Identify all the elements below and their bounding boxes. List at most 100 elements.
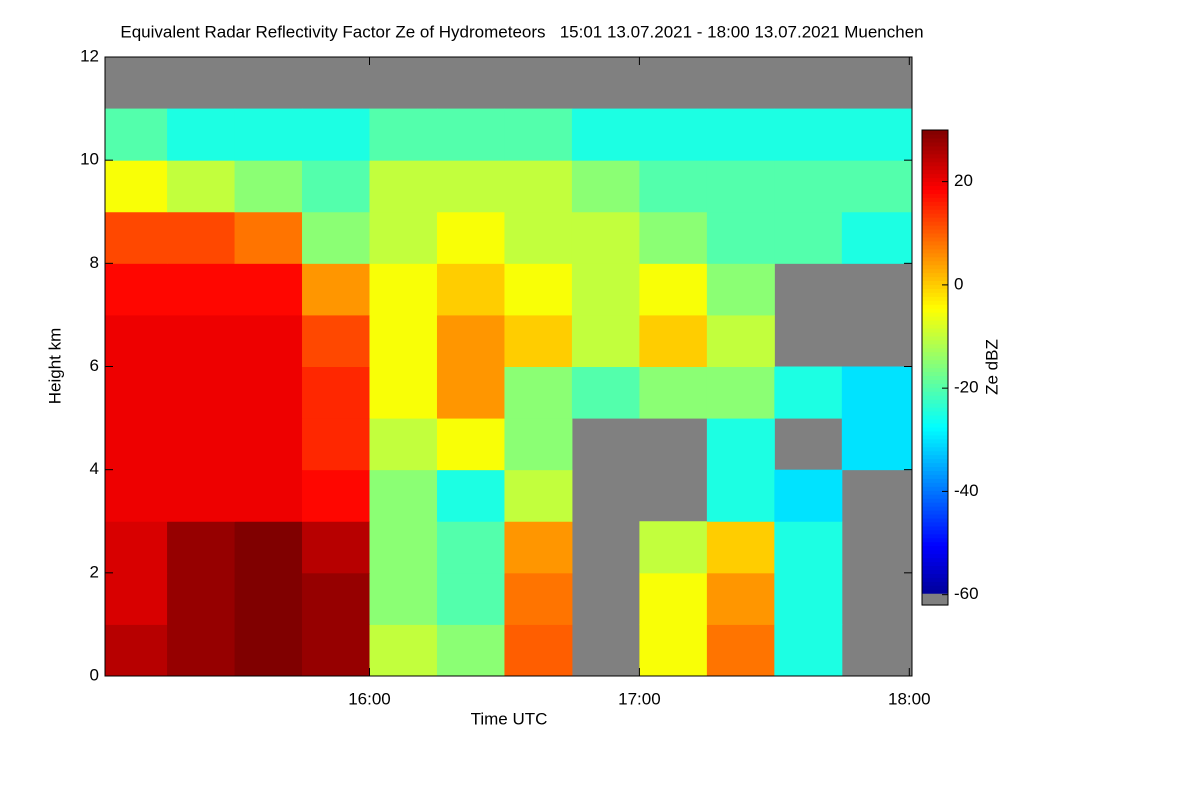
colorbar-swatch — [922, 244, 948, 250]
colorbar-swatch — [922, 130, 948, 135]
heatmap-cell — [706, 521, 775, 574]
heatmap-cell — [302, 108, 371, 161]
heatmap-cell — [167, 211, 236, 264]
heatmap-cell — [302, 160, 371, 213]
heatmap-cell — [369, 314, 438, 367]
colorbar-swatch — [922, 561, 948, 567]
colorbar-swatch — [922, 347, 948, 353]
colorbar-tick-label: 0 — [954, 274, 963, 293]
colorbar-swatch — [922, 411, 948, 416]
heatmap-cell — [706, 263, 775, 316]
heatmap-cell — [571, 366, 640, 419]
heatmap-cell — [105, 521, 168, 574]
colorbar-swatch — [922, 573, 948, 578]
colorbar-swatch — [922, 442, 948, 448]
colorbar-swatch — [922, 403, 948, 408]
colorbar-swatch — [922, 597, 948, 602]
colorbar-swatch — [922, 205, 948, 210]
colorbar-swatch — [922, 264, 948, 270]
y-tick-label: 10 — [80, 150, 99, 169]
heatmap-cell — [504, 469, 573, 522]
heatmap-cell — [167, 263, 236, 316]
colorbar-swatch — [922, 383, 948, 388]
colorbar-swatch — [922, 371, 948, 377]
colorbar-swatch — [922, 300, 948, 305]
colorbar-swatch — [922, 209, 948, 214]
colorbar-swatch — [922, 308, 948, 313]
y-tick-label: 4 — [90, 459, 99, 478]
heatmap-cell — [302, 418, 371, 471]
colorbar-swatch — [922, 581, 948, 586]
colorbar-swatch — [922, 585, 948, 590]
colorbar-swatch — [922, 415, 948, 420]
heatmap-cell — [706, 572, 775, 625]
colorbar-swatch — [922, 213, 948, 218]
colorbar-swatch — [922, 458, 948, 464]
colorbar-swatch — [922, 292, 948, 297]
colorbar-frame — [921, 129, 949, 606]
colorbar-swatch — [922, 331, 948, 337]
heatmap-cell — [436, 314, 505, 367]
colorbar-swatch — [922, 387, 948, 392]
heatmap-cell — [234, 108, 303, 161]
heatmap-cell — [706, 211, 775, 264]
heatmap-cell — [436, 108, 505, 161]
heatmap-cell — [436, 366, 505, 419]
colorbar-swatch — [922, 391, 948, 396]
heatmap-cell — [369, 572, 438, 625]
heatmap-cell — [504, 366, 573, 419]
heatmap-cell — [105, 572, 168, 625]
colorbar-swatch — [922, 137, 948, 143]
heatmap-cell — [234, 521, 303, 574]
colorbar-swatch — [922, 288, 948, 293]
y-tick-label: 6 — [90, 356, 99, 375]
heatmap-cell — [105, 418, 168, 471]
colorbar-swatch — [922, 529, 948, 535]
colorbar-swatch — [922, 533, 948, 539]
heatmap-cell — [105, 108, 168, 161]
colorbar-swatch — [922, 312, 948, 317]
colorbar-swatch — [922, 248, 948, 254]
colorbar-swatch — [922, 272, 948, 278]
colorbar-swatch — [922, 466, 948, 472]
heatmap-cell — [504, 624, 573, 677]
heatmap-cell — [436, 160, 505, 213]
colorbar-swatch — [922, 335, 948, 341]
colorbar-swatch — [922, 359, 948, 365]
heatmap-cell — [504, 521, 573, 574]
heatmap-cell — [167, 314, 236, 367]
colorbar-swatch — [922, 434, 948, 440]
colorbar-swatch — [922, 494, 948, 499]
heatmap-cell — [774, 469, 843, 522]
colorbar-swatch — [922, 510, 948, 515]
colorbar-swatch — [922, 525, 948, 531]
heatmap-cell — [167, 418, 236, 471]
heatmap-cell — [105, 366, 168, 419]
colorbar-swatch — [922, 506, 948, 511]
heatmap-cell — [639, 624, 708, 677]
heatmap-cell — [639, 160, 708, 213]
heatmap-cell — [774, 572, 843, 625]
colorbar-swatch — [922, 569, 948, 574]
y-axis-label: Height km — [45, 328, 64, 405]
heatmap-cell — [105, 160, 168, 213]
heatmap-cell — [841, 418, 913, 471]
heatmap-cell — [841, 160, 913, 213]
x-tick-label: 16:00 — [348, 689, 391, 708]
y-tick-label: 0 — [90, 665, 99, 684]
colorbar-swatch — [922, 304, 948, 309]
heatmap-cell — [302, 314, 371, 367]
x-tick-label: 18:00 — [888, 689, 931, 708]
heatmap-cell — [504, 211, 573, 264]
colorbar-swatch — [922, 482, 948, 487]
heatmap-cell — [234, 418, 303, 471]
heatmap-cell — [167, 624, 236, 677]
heatmap-cell — [571, 108, 640, 161]
heatmap-cell — [369, 366, 438, 419]
heatmap-cell — [302, 624, 371, 677]
heatmap-cell — [302, 521, 371, 574]
heatmap-cell — [774, 108, 843, 161]
colorbar-swatch — [922, 280, 948, 285]
colorbar-swatch — [922, 438, 948, 444]
colorbar-swatch — [922, 470, 948, 475]
